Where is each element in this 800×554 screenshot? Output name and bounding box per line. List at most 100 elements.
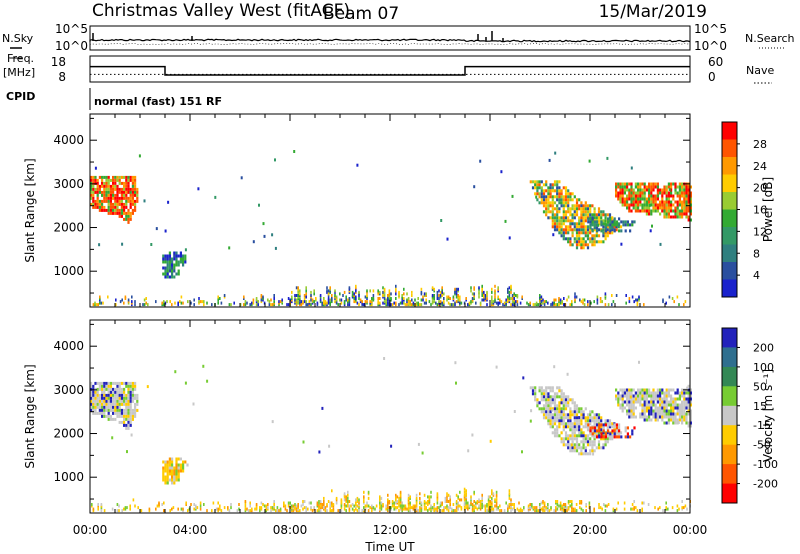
data-cell	[578, 431, 581, 435]
data-cell	[460, 301, 463, 305]
data-cell	[190, 301, 192, 305]
data-cell	[430, 504, 432, 508]
data-cell	[98, 411, 101, 415]
data-cell	[419, 496, 421, 500]
data-cell	[671, 506, 674, 510]
data-cell	[382, 503, 384, 506]
data-cell	[652, 188, 655, 192]
data-cell	[90, 190, 93, 194]
data-cell	[131, 381, 134, 385]
data-cell	[131, 417, 134, 421]
data-cell	[574, 300, 576, 304]
freq-unit-label: [MHz]	[3, 66, 35, 79]
data-cell	[137, 506, 139, 510]
data-cell	[310, 290, 312, 294]
data-cell	[112, 393, 115, 397]
data-cell	[612, 507, 615, 511]
data-cell	[630, 209, 633, 213]
data-cell	[647, 503, 650, 506]
data-cell	[606, 234, 609, 238]
data-cell	[575, 207, 579, 211]
data-cell	[484, 506, 487, 510]
data-cell	[395, 496, 397, 500]
data-cell	[569, 222, 572, 226]
data-cell	[109, 178, 112, 182]
data-cell	[542, 404, 546, 408]
data-cell	[423, 493, 426, 497]
data-cell	[561, 506, 563, 510]
data-cell	[567, 437, 570, 441]
data-cell	[656, 406, 659, 410]
data-cell	[586, 437, 590, 441]
data-cell	[120, 211, 123, 215]
data-cell	[463, 487, 466, 491]
data-cell	[687, 384, 690, 388]
data-cell	[98, 408, 101, 412]
data-cell	[584, 425, 587, 429]
data-cell	[654, 206, 657, 210]
data-cell	[593, 220, 596, 224]
data-cell	[457, 287, 459, 291]
data-cell	[564, 425, 568, 429]
data-cell	[538, 183, 541, 187]
data-cell	[569, 228, 572, 232]
data-cell	[294, 298, 296, 302]
data-cell	[587, 423, 590, 427]
data-cell	[467, 303, 469, 307]
data-cell	[626, 182, 629, 186]
data-cell	[112, 187, 115, 191]
data-cell	[619, 185, 622, 189]
data-cell	[123, 390, 126, 394]
data-cell	[637, 391, 640, 395]
data-cell	[433, 503, 435, 506]
data-cell	[295, 286, 298, 290]
data-cell	[203, 503, 205, 506]
data-cell	[593, 440, 596, 444]
data-cell	[593, 449, 596, 453]
data-cell	[90, 384, 93, 388]
data-cell	[589, 452, 592, 456]
data-cell	[619, 394, 622, 398]
data-cell	[543, 506, 546, 510]
data-cell	[567, 419, 570, 423]
data-cell	[164, 257, 167, 261]
data-cell	[536, 404, 539, 408]
data-cell	[446, 504, 448, 508]
data-cell	[542, 416, 546, 420]
data-cell	[483, 504, 485, 508]
data-cell	[90, 396, 93, 400]
data-cell	[632, 200, 635, 204]
data-cell	[471, 433, 474, 437]
data-cell	[291, 290, 293, 294]
data-cell	[92, 408, 95, 412]
data-cell	[343, 503, 346, 506]
data-cell	[543, 303, 546, 307]
data-cell	[438, 297, 440, 300]
data-cell	[507, 287, 509, 291]
data-cell	[670, 185, 673, 189]
data-cell	[99, 301, 101, 305]
data-cell	[628, 415, 631, 419]
data-cell	[112, 411, 115, 415]
data-cell	[255, 303, 258, 307]
data-cell	[562, 437, 565, 441]
data-cell	[199, 300, 202, 304]
data-cell	[302, 507, 304, 511]
data-cell	[656, 194, 659, 198]
data-cell	[648, 185, 651, 189]
data-cell	[305, 303, 307, 307]
data-cell	[123, 387, 126, 391]
data-cell	[567, 500, 570, 503]
data-cell	[112, 417, 115, 421]
data-cell	[267, 506, 269, 510]
data-cell	[560, 407, 563, 411]
data-cell	[637, 388, 640, 392]
data-cell	[90, 402, 93, 406]
data-cell	[589, 207, 592, 211]
data-cell	[369, 506, 371, 510]
data-cell	[103, 402, 106, 406]
data-cell	[628, 394, 631, 398]
data-cell	[580, 201, 583, 205]
data-cell	[103, 381, 106, 385]
